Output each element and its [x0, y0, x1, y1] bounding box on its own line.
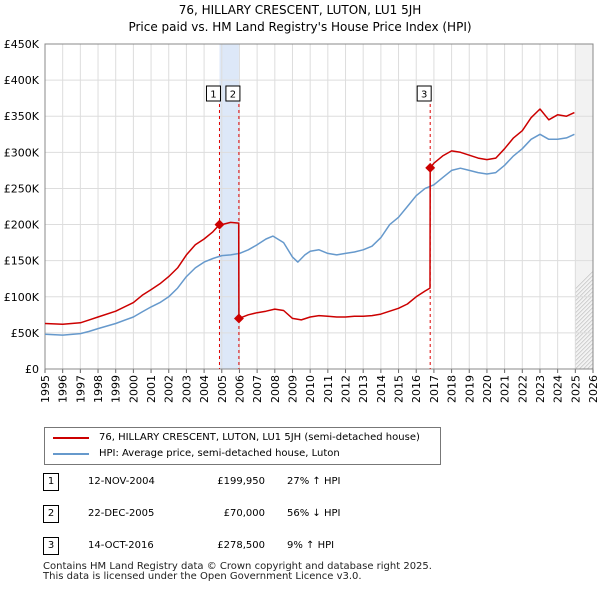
x-tick-label: 2005 — [216, 375, 229, 403]
sale-row: 3 14-OCT-2016 £278,500 9% ↑ HPI — [43, 537, 463, 555]
hpi-line — [44, 133, 575, 336]
sale-hpi-diff: 56% ↓ HPI — [287, 508, 341, 519]
y-tick-label: £250K — [4, 182, 40, 195]
y-tick-label: £300K — [4, 146, 40, 159]
x-tick-label: 1999 — [110, 375, 123, 403]
sale-point — [214, 219, 225, 230]
x-tick-label: 2004 — [198, 375, 211, 403]
sale-price: £70,000 — [223, 508, 265, 519]
sale-date: 12-NOV-2004 — [88, 476, 155, 487]
y-tick-label: £150K — [4, 255, 40, 268]
x-tick-label: 2016 — [410, 375, 423, 403]
title-line-2: Price paid vs. HM Land Registry's House … — [128, 20, 472, 34]
sale-marker-number: 2 — [230, 90, 236, 101]
x-tick-label: 2025 — [569, 375, 582, 403]
sale-number-badge: 2 — [43, 505, 59, 523]
y-tick-label: £350K — [4, 110, 40, 123]
x-tick-label: 2007 — [251, 375, 264, 403]
highlight-band-layer — [219, 44, 239, 369]
x-tick-label: 2008 — [269, 375, 282, 403]
x-tick-label: 2018 — [446, 375, 459, 403]
hatch-line — [575, 302, 593, 322]
series-lines — [44, 108, 575, 336]
title-line-1: 76, HILLARY CRESCENT, LUTON, LU1 5JH — [178, 3, 422, 17]
x-tick-label: 2015 — [393, 375, 406, 403]
x-tick-label: 2022 — [516, 375, 529, 403]
x-tick-label: 2013 — [357, 375, 370, 403]
x-tick-label: 1996 — [57, 375, 70, 403]
sale-marker-number: 1 — [210, 90, 216, 101]
sale-marker-box — [416, 85, 432, 102]
sale-marker-box — [205, 85, 221, 102]
x-tick-label: 1998 — [92, 375, 105, 403]
gridlines — [44, 43, 594, 373]
x-tick-label: 2014 — [375, 375, 388, 403]
x-tick-label: 2009 — [286, 375, 299, 403]
sale-points — [214, 162, 436, 324]
x-tick-label: 2002 — [163, 375, 176, 403]
sale-marker-number: 3 — [421, 90, 427, 101]
x-tick-label: 2021 — [499, 375, 512, 403]
hatch-line — [575, 310, 593, 330]
x-tick-label: 2026 — [587, 375, 600, 403]
x-tick-label: 2011 — [322, 375, 335, 403]
sale-number-badge: 3 — [43, 537, 59, 555]
sale-price: £278,500 — [217, 540, 265, 551]
x-tick-label: 1997 — [74, 375, 87, 403]
x-tick-label: 1995 — [39, 375, 52, 403]
legend-price-swatch — [53, 437, 89, 439]
sale-number-badge: 1 — [43, 473, 59, 491]
sale-row: 2 22-DEC-2005 £70,000 56% ↓ HPI — [43, 505, 463, 523]
hatch-line — [595, 44, 600, 369]
x-tick-label: 2000 — [127, 375, 140, 403]
x-tick-label: 2024 — [552, 375, 565, 403]
legend: 76, HILLARY CRESCENT, LUTON, LU1 5JH (se… — [44, 427, 441, 465]
x-tick-label: 2019 — [463, 375, 476, 403]
sale-hpi-diff: 27% ↑ HPI — [287, 476, 341, 487]
x-tick-label: 2023 — [534, 375, 547, 403]
price-paid-line — [44, 108, 575, 325]
plot-area-border — [44, 43, 594, 370]
x-tick-label: 2003 — [180, 375, 193, 403]
x-tick-label: 2010 — [304, 375, 317, 403]
y-axis-tick-labels: £0 £50K £100K £150K £200K £250K £300K £350K £400… — [4, 38, 40, 376]
y-tick-label: £0 — [25, 363, 39, 376]
x-tick-label: 2012 — [340, 375, 353, 403]
sale-row: 1 12-NOV-2004 £199,950 27% ↑ HPI — [43, 473, 463, 491]
x-axis-tick-labels: 1995 1996 1997 1998 1999 2000 2001 2002 2003 2004… — [39, 375, 600, 403]
sale-date: 22-DEC-2005 — [88, 508, 155, 519]
x-tick-label: 2006 — [233, 375, 246, 403]
y-tick-label: £50K — [11, 327, 40, 340]
sale-point — [233, 313, 244, 324]
sale-marker-box — [225, 85, 241, 102]
y-tick-label: £450K — [4, 38, 40, 51]
sale-point — [425, 162, 436, 173]
x-tick-label: 2020 — [481, 375, 494, 403]
footer-line-2: This data is licensed under the Open Gov… — [43, 571, 362, 582]
sale-marker-labels: 1 2 3 — [205, 85, 432, 102]
sale-hpi-diff: 9% ↑ HPI — [287, 540, 335, 551]
footer-line-1: Contains HM Land Registry data © Crown c… — [43, 561, 432, 572]
y-tick-label: £400K — [4, 74, 40, 87]
forecast-hatch-layer — [575, 44, 600, 369]
legend-hpi-label: HPI: Average price, semi-detached house,… — [99, 448, 340, 459]
x-tick-label: 2017 — [428, 375, 441, 403]
y-tick-label: £100K — [4, 291, 40, 304]
hatch-line — [575, 306, 593, 326]
legend-price-label: 76, HILLARY CRESCENT, LUTON, LU1 5JH (se… — [99, 432, 420, 443]
hatch-line — [575, 298, 593, 318]
y-tick-label: £200K — [4, 219, 40, 232]
chart-title: 76, HILLARY CRESCENT, LUTON, LU1 5JH Pri… — [0, 2, 600, 36]
sale-price: £199,950 — [217, 476, 265, 487]
x-tick-label: 2001 — [145, 375, 158, 403]
legend-hpi-swatch — [53, 453, 89, 455]
chart: 1 2 3 £0 £50K £100K £150K £200K £250K £300K £350K… — [4, 38, 600, 403]
highlight-band — [219, 44, 239, 369]
footer-credits: Contains HM Land Registry data © Crown c… — [43, 562, 583, 582]
sale-date: 14-OCT-2016 — [88, 540, 154, 551]
